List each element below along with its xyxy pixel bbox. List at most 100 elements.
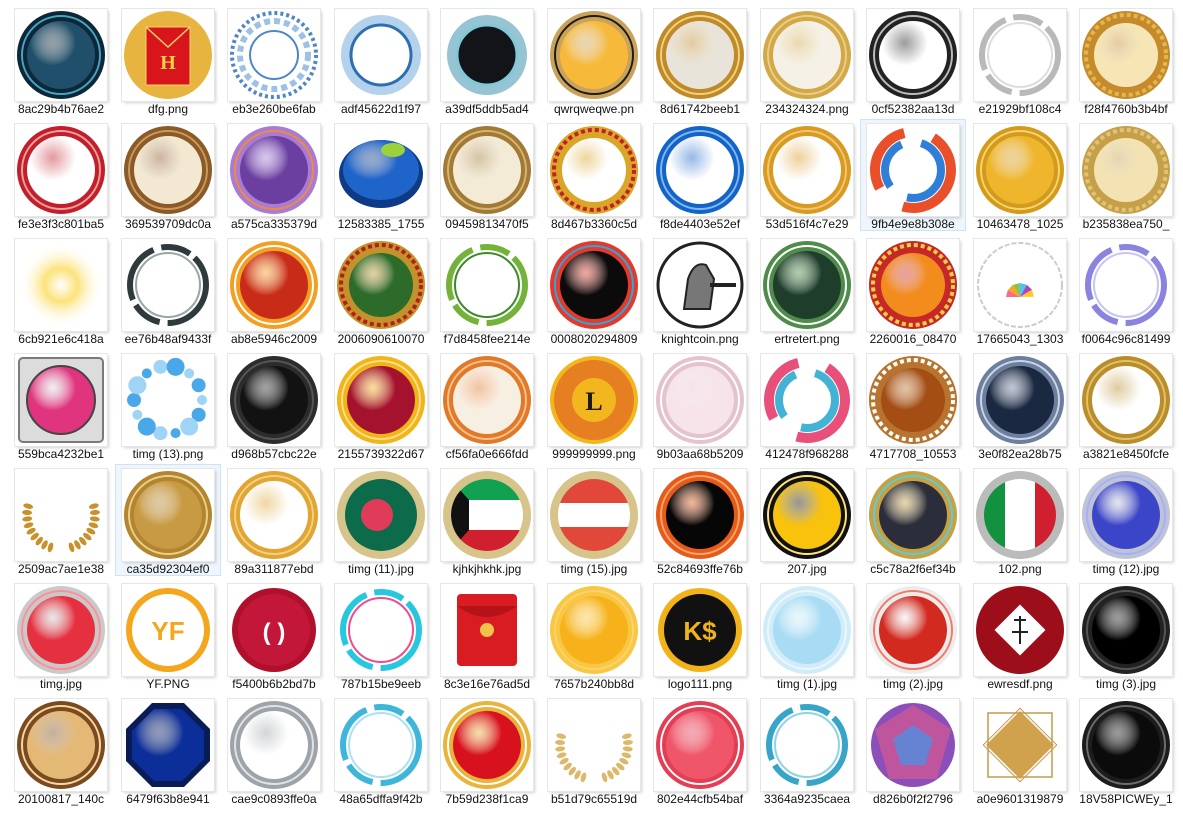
file-item[interactable]: 787b15be9eeb	[328, 579, 434, 691]
file-item[interactable]: ( ) f5400b6b2bd7b	[221, 579, 327, 691]
file-item[interactable]: kjhkjhkhk.jpg	[434, 464, 540, 576]
file-item[interactable]: 6479f63b8e941	[115, 694, 221, 806]
file-item[interactable]: 09459813470f5	[434, 119, 540, 231]
file-item[interactable]: 2260016_08470	[860, 234, 966, 346]
file-item[interactable]: YF YF.PNG	[115, 579, 221, 691]
file-item[interactable]: e21929bf108c4	[967, 4, 1073, 116]
silver-swirl-ring-icon	[974, 9, 1066, 101]
file-item[interactable]: knightcoin.png	[647, 234, 753, 346]
neon-splash-circle-icon	[335, 584, 427, 676]
file-item[interactable]: cae9c0893ffe0a	[221, 694, 327, 806]
pink-lace-circle-icon	[654, 354, 746, 446]
file-item[interactable]: 3364a9235caea	[754, 694, 860, 806]
file-item[interactable]: timg (13).png	[115, 349, 221, 461]
file-name-label: e21929bf108c4	[978, 102, 1062, 116]
file-name-label: qwrqweqwe.pn	[553, 102, 635, 116]
file-item[interactable]: L 999999999.png	[541, 349, 647, 461]
file-item[interactable]: b235838ea750_	[1073, 119, 1179, 231]
orange-rope-ring-icon	[441, 354, 533, 446]
purple-galaxy-icon	[761, 354, 853, 446]
file-item[interactable]: timg (1).jpg	[754, 579, 860, 691]
gold-diamond-frame-icon	[974, 699, 1066, 791]
blue-bubbles-ring-icon	[122, 354, 214, 446]
file-item[interactable]: fe3e3f3c801ba5	[8, 119, 114, 231]
file-item[interactable]: 8ac29b4b76ae2	[8, 4, 114, 116]
file-item[interactable]: 20100817_140c	[8, 694, 114, 806]
file-item[interactable]: 559bca4232be1	[8, 349, 114, 461]
file-item[interactable]: 2006090610070	[328, 234, 434, 346]
gold-laurel-ring-icon	[548, 699, 640, 791]
file-name-label: 787b15be9eeb	[340, 677, 422, 691]
file-item[interactable]: timg (15).jpg	[541, 464, 647, 576]
file-item[interactable]: cf56fa0e666fdd	[434, 349, 540, 461]
file-name-label: 7657b240bb8d	[553, 677, 635, 691]
file-item[interactable]: 0cf52382aa13d	[860, 4, 966, 116]
red-orange-button-icon	[228, 239, 320, 331]
file-name-label: ertretert.png	[774, 332, 840, 346]
file-item[interactable]: 3e0f82ea28b75	[967, 349, 1073, 461]
file-name-label: b235838ea750_	[1082, 217, 1170, 231]
file-item[interactable]: 18V58PICWEy_1	[1073, 694, 1179, 806]
file-item[interactable]: a39df5ddb5ad4	[434, 4, 540, 116]
file-item[interactable]: 4717708_10553	[860, 349, 966, 461]
file-item[interactable]: 7b59d238f1ca9	[434, 694, 540, 806]
file-item[interactable]: c5c78a2f6ef34b	[860, 464, 966, 576]
file-item[interactable]: 53d516f4c7e29	[754, 119, 860, 231]
file-item[interactable]: qwrqweqwe.pn	[541, 4, 647, 116]
file-item[interactable]: a0e9601319879	[967, 694, 1073, 806]
file-item[interactable]: 102.png	[967, 464, 1073, 576]
file-item[interactable]: eb3e260be6fab	[221, 4, 327, 116]
file-item[interactable]: timg.jpg	[8, 579, 114, 691]
file-name-label: 2006090610070	[337, 332, 425, 346]
file-name-label: 89a311877ebd	[234, 562, 314, 576]
silver-porthole-icon	[228, 699, 320, 791]
file-item[interactable]: timg (2).jpg	[860, 579, 966, 691]
file-item[interactable]: f0064c96c81499	[1073, 234, 1179, 346]
file-name-label: 412478f968288	[765, 447, 849, 461]
file-item[interactable]: 234324324.png	[754, 4, 860, 116]
file-item[interactable]: 12583385_1755	[328, 119, 434, 231]
file-item[interactable]: 207.jpg	[754, 464, 860, 576]
file-item[interactable]: a575ca335379d	[221, 119, 327, 231]
file-item[interactable]: ca35d92304ef0	[115, 464, 221, 576]
file-item[interactable]: timg (11).jpg	[328, 464, 434, 576]
file-item[interactable]: f28f4760b3b4bf	[1073, 4, 1179, 116]
file-item[interactable]: 2509ac7ae1e38	[8, 464, 114, 576]
file-item[interactable]: ee76b48af9433f	[115, 234, 221, 346]
file-item[interactable]: K$ logo111.png	[647, 579, 753, 691]
file-name-label: 17665043_1303	[976, 332, 1064, 346]
file-item[interactable]: f8de4403e52ef	[647, 119, 753, 231]
file-item[interactable]: timg (12).jpg	[1073, 464, 1179, 576]
blue-octagon-badge-icon	[122, 699, 214, 791]
file-item[interactable]: b51d79c65519d	[541, 694, 647, 806]
file-item[interactable]: d826b0f2f2796	[860, 694, 966, 806]
file-item[interactable]: 369539709dc0a	[115, 119, 221, 231]
file-item[interactable]: d968b57cbc22e	[221, 349, 327, 461]
file-item[interactable]: adf45622d1f97	[328, 4, 434, 116]
file-item[interactable]: ab8e5946c2009	[221, 234, 327, 346]
file-item[interactable]: 48a65dffa9f42b	[328, 694, 434, 806]
file-item[interactable]: f7d8458fee214e	[434, 234, 540, 346]
file-item[interactable]: 8d467b3360c5d	[541, 119, 647, 231]
file-item[interactable]: 17665043_1303	[967, 234, 1073, 346]
file-item[interactable]: 89a311877ebd	[221, 464, 327, 576]
file-item[interactable]: 10463478_1025	[967, 119, 1073, 231]
file-item[interactable]: 412478f968288	[754, 349, 860, 461]
file-item[interactable]: 9b03aa68b5209	[647, 349, 753, 461]
file-item[interactable]: ewresdf.png	[967, 579, 1073, 691]
file-item[interactable]: 802e44cfb54baf	[647, 694, 753, 806]
file-item[interactable]: ertretert.png	[754, 234, 860, 346]
file-item[interactable]: 6cb921e6c418a	[8, 234, 114, 346]
blue-lace-mandala-icon	[228, 9, 320, 101]
file-item[interactable]: a3821e8450fcfe	[1073, 349, 1179, 461]
file-item[interactable]: 8c3e16e76ad5d	[434, 579, 540, 691]
file-item[interactable]: 8d61742beeb1	[647, 4, 753, 116]
teal-sprout-ring-icon	[761, 699, 853, 791]
file-item[interactable]: 0008020294809	[541, 234, 647, 346]
file-item[interactable]: 9fb4e9e8b308e	[860, 119, 966, 231]
file-item[interactable]: 2155739322d67	[328, 349, 434, 461]
file-item[interactable]: 7657b240bb8d	[541, 579, 647, 691]
file-item[interactable]: timg (3).jpg	[1073, 579, 1179, 691]
file-item[interactable]: 52c84693ffe76b	[647, 464, 753, 576]
